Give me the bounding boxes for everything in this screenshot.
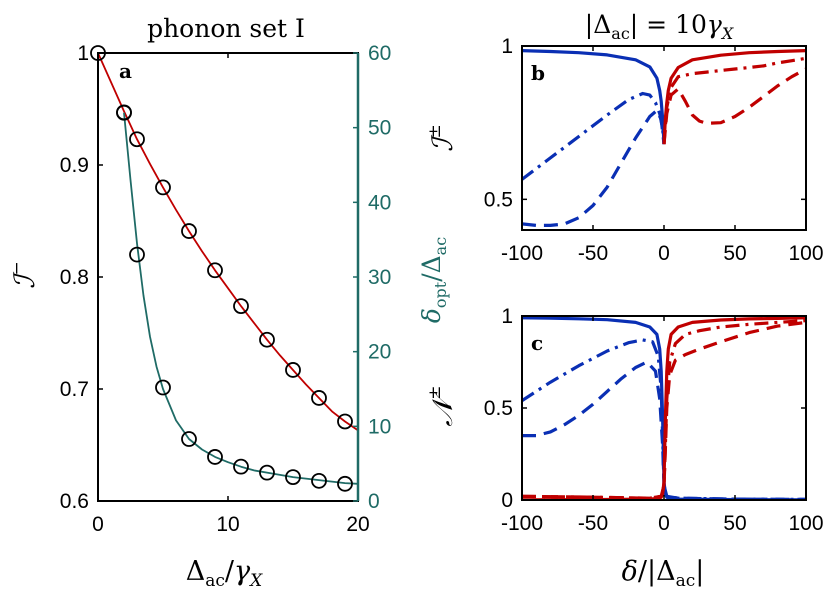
c-series-4-line [522,319,806,500]
a-series-1-point-5 [207,262,223,279]
c-xtick-label-3: 50 [723,512,746,535]
a-series-3-point-9 [337,475,353,492]
a-series-3-point-2 [155,379,171,396]
panel-c: c -100 -50 0 50 100 0 0.5 1 𝒩± δ/|Δac| [425,305,824,591]
a-series-3-point-7 [285,469,301,486]
a-series-1-point-7 [259,331,275,348]
c-series-5-line [522,320,806,500]
a-xtick-label-0: 0 [92,513,104,536]
a-series-1-point-8 [285,362,301,378]
a-series-1-point-4 [181,223,197,239]
a-ytick-right-label-4: 40 [368,191,391,214]
panel-b: |Δac| = 10γX b -100 -50 0 50 100 0.5 1 ℐ± [425,10,824,265]
a-xtick-label-2: 20 [346,513,369,536]
b-ytick-label-0: 0.5 [484,188,513,211]
b-series-5-line [662,67,806,145]
panel-a-frame [97,52,359,502]
c-xtick-label-2: 0 [658,512,670,535]
panel-a-title: phonon set I [147,14,305,43]
a-ytick-label-3: 0.9 [60,154,89,177]
panel-a-plot-area [90,45,358,492]
a-ytick-label-4: 1 [77,42,89,65]
c-ytick-label-2: 1 [501,305,513,328]
a-ytick-right-label-3: 30 [368,266,391,289]
a-ytick-right-label-1: 10 [368,415,391,438]
a-series-1-point-2 [129,131,145,148]
a-ytick-label-1: 0.7 [60,378,89,401]
panel-b-ylabel: ℐ± [425,124,459,151]
c-series-2-line [522,360,806,500]
a-series-1-point-9 [311,390,327,406]
a-ytick-right-label-6: 60 [368,42,391,65]
panel-a-ylabel: ℐ− [7,261,41,288]
panel-a-ylabel-right: δopt/Δac [417,237,450,323]
b-xtick-label-3: 50 [723,242,746,265]
a-series-1-point-3 [155,179,171,196]
a-series-3-point-6 [259,464,275,481]
c-ytick-label-0: 0 [501,489,513,512]
a-series-3-point-5 [233,458,249,475]
a-series-3-point-8 [311,472,327,489]
panel-b-title: |Δac| = 10γX [585,10,734,43]
c-xtick-label-0: -100 [501,512,543,535]
b-series-2-line [522,108,666,227]
a-series-1-point-10 [337,413,353,430]
a-ytick-label-0: 0.6 [60,490,89,513]
c-xtick-label-4: 100 [788,512,823,535]
b-series-0-line [522,49,666,145]
a-ytick-label-2: 0.8 [60,266,89,289]
b-series-1-line [522,91,666,181]
a-series-3-point-1 [129,246,145,263]
panel-c-ylabel: 𝒩± [425,385,459,426]
a-series-3-point-4 [207,449,223,465]
b-xtick-label-0: -100 [501,242,543,265]
a-ytick-right-label-2: 20 [368,341,391,364]
b-ytick-label-1: 1 [501,35,513,58]
a-series-3-point-0 [116,104,132,121]
a-xtick-label-1: 10 [216,513,239,536]
panel-a-letter: a [119,59,132,83]
panel-c-xlabel: δ/|Δac| [622,556,705,591]
a-ytick-right-label-0: 0 [368,490,380,513]
panel-a: phonon set I a 0 10 200.60.70.80.910102030… [7,14,450,591]
panel-c-plot-area [522,316,806,500]
panel-b-letter: b [531,61,545,85]
b-xtick-label-2: 0 [658,242,670,265]
b-xtick-label-1: -50 [578,242,608,265]
panel-b-plot-area [522,49,806,227]
b-xtick-label-4: 100 [788,242,823,265]
a-ytick-right-label-5: 50 [368,117,391,140]
c-xtick-label-1: -50 [578,512,608,535]
c-ytick-label-1: 0.5 [484,397,513,420]
a-series-1-point-6 [233,298,249,315]
panel-c-letter: c [531,331,543,355]
a-series-3-point-3 [181,431,197,447]
panel-a-xlabel: Δac/γX [186,556,263,591]
b-series-3-line [662,49,806,145]
